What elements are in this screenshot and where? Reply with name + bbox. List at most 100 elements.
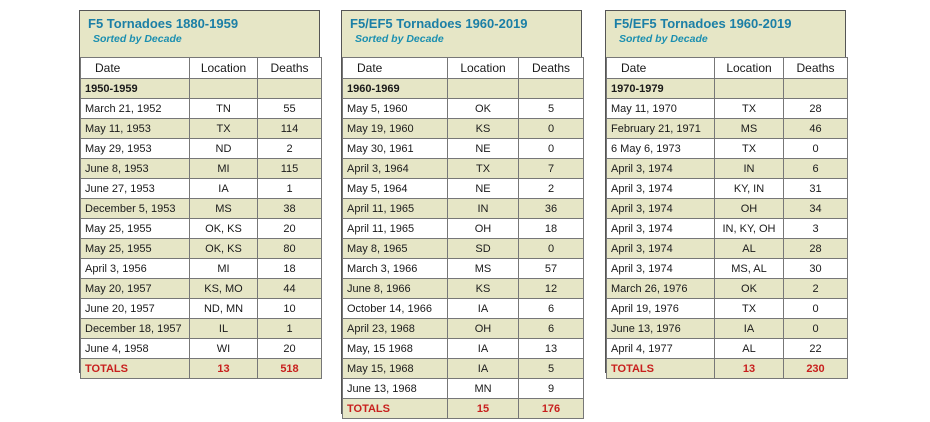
table-row: May 5, 1960 OK 5	[342, 98, 584, 119]
date-cell: May, 15 1968	[342, 338, 448, 359]
table-row: February 21, 1971 MS 46	[606, 118, 848, 139]
table-row: April 3, 1964 TX 7	[342, 158, 584, 179]
table-row: June 13, 1968 MN 9	[342, 378, 584, 399]
date-cell: March 3, 1966	[342, 258, 448, 279]
date-cell: April 4, 1977	[606, 338, 715, 359]
empty-cell	[447, 78, 519, 99]
date-cell: December 5, 1953	[80, 198, 190, 219]
table-row: April 11, 1965 OH 18	[342, 218, 584, 239]
table-row: May 11, 1953 TX 114	[80, 118, 322, 139]
date-cell: May 20, 1957	[80, 278, 190, 299]
location-cell: KY, IN	[714, 178, 784, 199]
empty-cell	[714, 78, 784, 99]
panel-subtitle: Sorted by Decade	[93, 33, 182, 45]
date-cell: April 3, 1974	[606, 258, 715, 279]
table-row: October 14, 1966 IA 6	[342, 298, 584, 319]
location-cell: OK	[447, 98, 519, 119]
column-header-deaths: Deaths	[257, 57, 322, 79]
location-cell: AL	[714, 238, 784, 259]
table-row: May 19, 1960 KS 0	[342, 118, 584, 139]
totals-deaths: 230	[783, 358, 848, 379]
location-cell: KS, MO	[189, 278, 258, 299]
empty-cell	[783, 78, 848, 99]
totals-label: TOTALS	[80, 358, 190, 379]
location-cell: IN	[714, 158, 784, 179]
date-cell: April 11, 1965	[342, 198, 448, 219]
location-cell: TX	[714, 98, 784, 119]
empty-cell	[189, 78, 258, 99]
date-cell: June 4, 1958	[80, 338, 190, 359]
decade-label: 1950-1959	[80, 78, 190, 99]
date-cell: June 13, 1968	[342, 378, 448, 399]
location-cell: TX	[189, 118, 258, 139]
location-cell: MN	[447, 378, 519, 399]
date-cell: June 8, 1966	[342, 278, 448, 299]
location-cell: MI	[189, 258, 258, 279]
table-row: June 13, 1976 IA 0	[606, 318, 848, 339]
deaths-cell: 44	[257, 278, 322, 299]
table-row: May 8, 1965 SD 0	[342, 238, 584, 259]
table-row: May, 15 1968 IA 13	[342, 338, 584, 359]
location-cell: TX	[714, 298, 784, 319]
table-row: May 15, 1968 IA 5	[342, 358, 584, 379]
table-row: May 30, 1961 NE 0	[342, 138, 584, 159]
date-cell: May 11, 1970	[606, 98, 715, 119]
location-cell: MS	[447, 258, 519, 279]
tornado-table-panel-1970s: F5/EF5 Tornadoes 1960-2019 Sorted by Dec…	[605, 10, 848, 379]
table-row: April 3, 1956 MI 18	[80, 258, 322, 279]
table-row: April 3, 1974 MS, AL 30	[606, 258, 848, 279]
column-header-location: Location	[189, 57, 258, 79]
deaths-cell: 20	[257, 218, 322, 239]
panel-title: F5/EF5 Tornadoes 1960-2019	[614, 16, 792, 31]
location-cell: TN	[189, 98, 258, 119]
location-cell: IA	[447, 358, 519, 379]
totals-count: 15	[447, 398, 519, 419]
table-row: April 3, 1974 OH 34	[606, 198, 848, 219]
table-header-row: Date Location Deaths	[342, 57, 584, 79]
date-cell: May 30, 1961	[342, 138, 448, 159]
tornado-table: Date Location Deaths 1970-1979 May 11, 1970 T…	[606, 57, 848, 379]
date-cell: May 25, 1955	[80, 218, 190, 239]
location-cell: IA	[447, 338, 519, 359]
deaths-cell: 6	[518, 298, 584, 319]
table-row: December 18, 1957 IL 1	[80, 318, 322, 339]
date-cell: May 5, 1964	[342, 178, 448, 199]
location-cell: IA	[189, 178, 258, 199]
date-cell: December 18, 1957	[80, 318, 190, 339]
decade-row: 1970-1979	[606, 78, 848, 99]
deaths-cell: 18	[518, 218, 584, 239]
totals-deaths: 176	[518, 398, 584, 419]
deaths-cell: 46	[783, 118, 848, 139]
location-cell: ND, MN	[189, 298, 258, 319]
location-cell: TX	[447, 158, 519, 179]
date-cell: 6 May 6, 1973	[606, 138, 715, 159]
table-row: June 8, 1966 KS 12	[342, 278, 584, 299]
table-row: March 3, 1966 MS 57	[342, 258, 584, 279]
deaths-cell: 0	[518, 118, 584, 139]
location-cell: IA	[714, 318, 784, 339]
empty-cell	[257, 78, 322, 99]
deaths-cell: 2	[257, 138, 322, 159]
deaths-cell: 9	[518, 378, 584, 399]
date-cell: June 27, 1953	[80, 178, 190, 199]
deaths-cell: 1	[257, 318, 322, 339]
deaths-cell: 2	[518, 178, 584, 199]
date-cell: April 3, 1974	[606, 198, 715, 219]
date-cell: May 8, 1965	[342, 238, 448, 259]
date-cell: June 13, 1976	[606, 318, 715, 339]
table-row: April 11, 1965 IN 36	[342, 198, 584, 219]
deaths-cell: 0	[518, 138, 584, 159]
table-row: June 20, 1957 ND, MN 10	[80, 298, 322, 319]
totals-row: TOTALS 15 176	[342, 398, 584, 419]
totals-count: 13	[189, 358, 258, 379]
date-cell: April 3, 1974	[606, 238, 715, 259]
deaths-cell: 0	[783, 138, 848, 159]
table-row: May 25, 1955 OK, KS 20	[80, 218, 322, 239]
table-row: June 8, 1953 MI 115	[80, 158, 322, 179]
table-row: April 3, 1974 IN, KY, OH 3	[606, 218, 848, 239]
table-row: May 11, 1970 TX 28	[606, 98, 848, 119]
deaths-cell: 31	[783, 178, 848, 199]
table-row: June 27, 1953 IA 1	[80, 178, 322, 199]
location-cell: MS, AL	[714, 258, 784, 279]
deaths-cell: 18	[257, 258, 322, 279]
